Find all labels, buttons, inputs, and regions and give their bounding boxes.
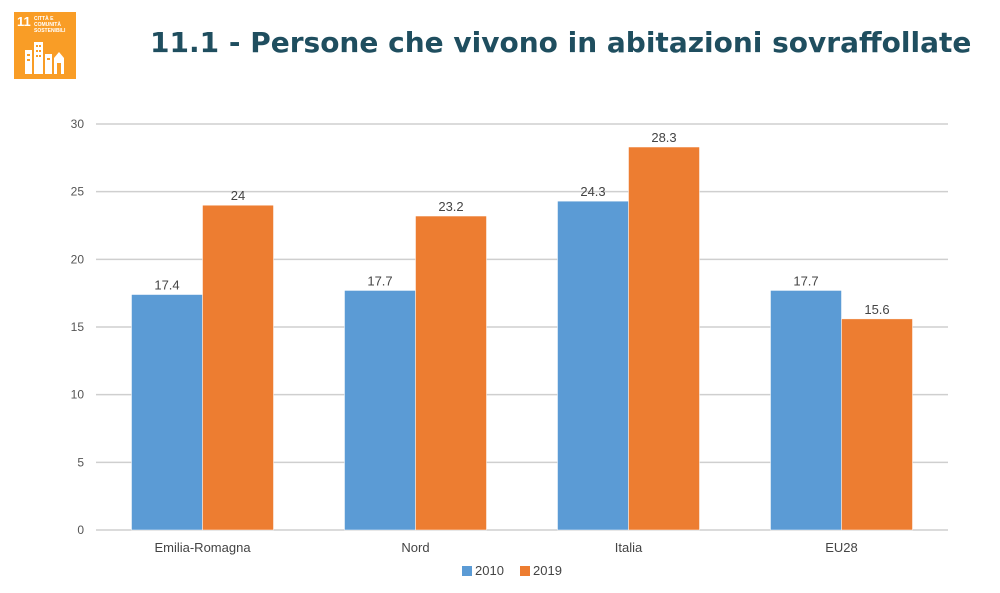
bar-2010-Emilia-Romagna bbox=[131, 294, 203, 531]
y-tick-label: 30 bbox=[71, 117, 85, 131]
y-tick-label: 20 bbox=[71, 252, 85, 266]
legend-swatch-2019 bbox=[520, 566, 530, 576]
y-tick-label: 25 bbox=[71, 185, 85, 199]
data-label: 24.3 bbox=[580, 184, 605, 199]
legend-label-2010: 2010 bbox=[475, 563, 504, 578]
data-label: 17.7 bbox=[367, 273, 392, 288]
city-buildings-icon bbox=[25, 42, 64, 74]
data-label: 17.4 bbox=[154, 278, 179, 293]
category-label: Italia bbox=[615, 540, 643, 555]
y-axis-ticks: 0 5 10 15 20 25 30 bbox=[71, 117, 85, 537]
bar-2019-Nord bbox=[415, 215, 487, 531]
legend-swatch-2010 bbox=[462, 566, 472, 576]
data-label: 17.7 bbox=[793, 273, 818, 288]
bar-2010-EU28 bbox=[770, 290, 842, 531]
category-label: Emilia-Romagna bbox=[154, 540, 251, 555]
data-label: 28.3 bbox=[651, 130, 676, 145]
data-label: 23.2 bbox=[438, 199, 463, 214]
y-tick-label: 5 bbox=[77, 455, 84, 469]
bar-2010-Nord bbox=[344, 290, 416, 531]
bars bbox=[131, 146, 913, 531]
page-title: 11.1 - Persone che vivono in abitazioni … bbox=[150, 26, 972, 59]
x-axis-categories: Emilia-Romagna Nord Italia EU28 bbox=[154, 540, 857, 555]
legend-label-2019: 2019 bbox=[533, 563, 562, 578]
bar-2019-Emilia-Romagna bbox=[202, 204, 274, 531]
data-label: 24 bbox=[231, 188, 245, 203]
data-labels: 17.4 24 17.7 23.2 24.3 28.3 17.7 15.6 bbox=[154, 130, 889, 317]
y-tick-label: 10 bbox=[71, 388, 85, 402]
sdg-number: 11 bbox=[17, 14, 31, 29]
y-tick-label: 0 bbox=[77, 523, 84, 537]
bar-2019-EU28 bbox=[841, 318, 913, 531]
category-label: Nord bbox=[401, 540, 429, 555]
data-label: 15.6 bbox=[864, 302, 889, 317]
sdg-text: CITTÀ E COMUNITÀ SOSTENIBILI bbox=[34, 16, 66, 34]
sdg-11-badge: 11 CITTÀ E COMUNITÀ SOSTENIBILI bbox=[14, 12, 76, 79]
bar-2010-Italia bbox=[557, 200, 629, 531]
category-label: EU28 bbox=[825, 540, 858, 555]
legend: 2010 2019 bbox=[462, 563, 562, 578]
y-tick-label: 15 bbox=[71, 320, 85, 334]
bar-2019-Italia bbox=[628, 146, 700, 531]
